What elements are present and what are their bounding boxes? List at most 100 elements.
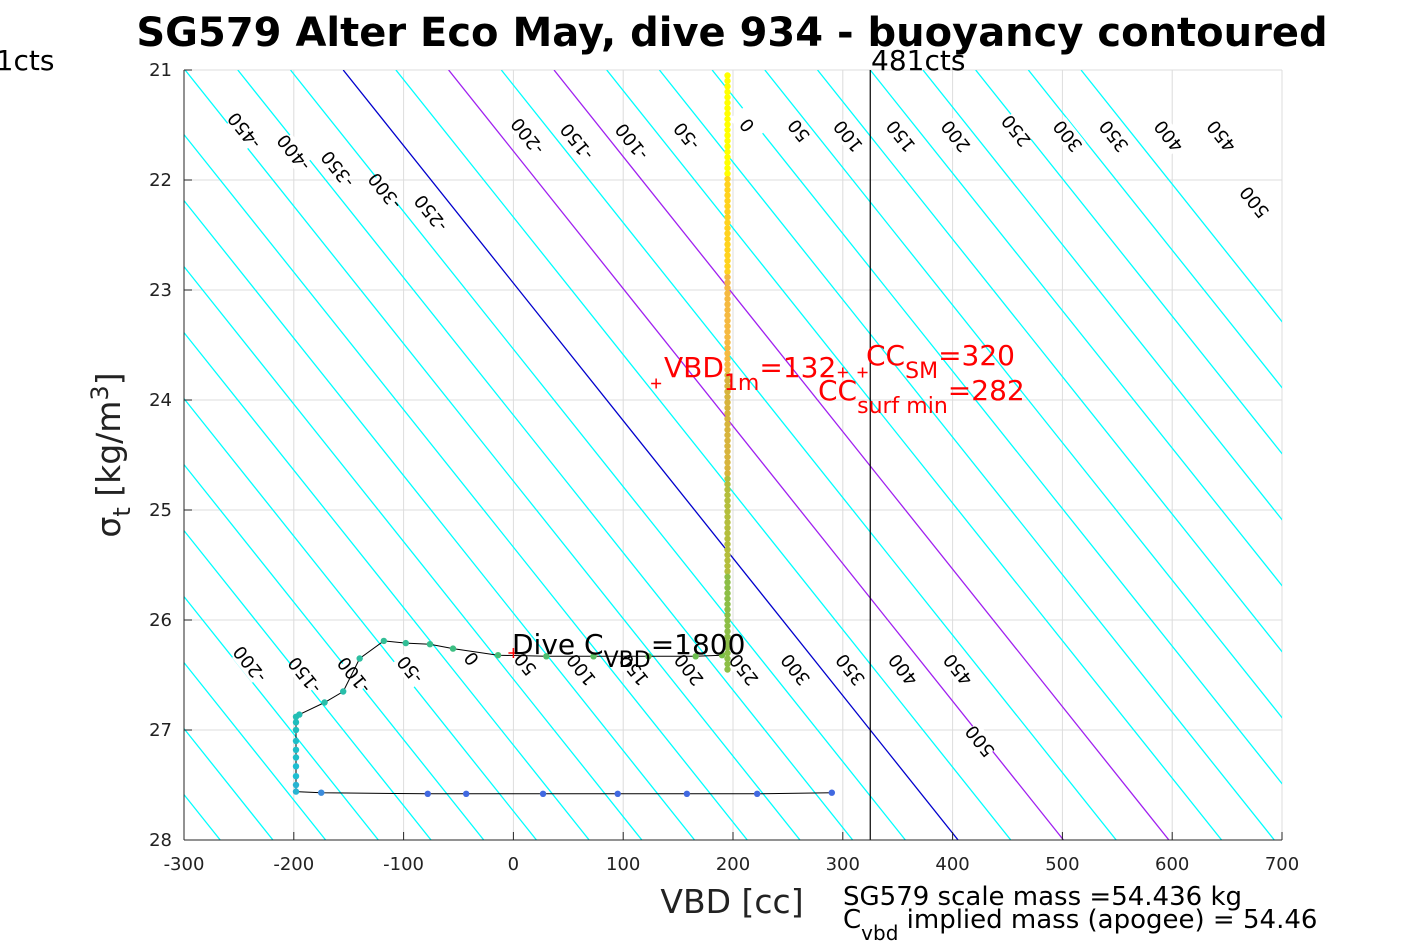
climb-point xyxy=(449,645,457,652)
descent-point xyxy=(724,666,731,673)
descent-point xyxy=(724,530,731,537)
descent-point xyxy=(724,312,731,319)
descent-point xyxy=(724,219,731,226)
descent-point xyxy=(724,115,731,123)
climb-point xyxy=(292,746,300,753)
climb-point xyxy=(402,639,409,647)
x-tick-label: 700 xyxy=(1265,854,1299,875)
contour-label-bg xyxy=(286,656,323,694)
descent-point xyxy=(724,453,731,461)
contour-label: 300 xyxy=(777,649,815,689)
climb-point xyxy=(296,711,303,718)
descent-point xyxy=(724,175,731,183)
climb-path xyxy=(295,640,832,795)
climb-point xyxy=(340,688,347,695)
axes: -300 -200 -100 0 100 200 300 400 500 600 700 21 22 23… xyxy=(149,60,1299,875)
contour-label-bg xyxy=(367,172,403,210)
climb-point xyxy=(462,790,470,797)
contour-label: -150 xyxy=(284,652,326,697)
descent-point xyxy=(724,421,731,428)
climb-point xyxy=(356,655,363,662)
climb-point xyxy=(292,781,300,789)
climb-point xyxy=(292,737,300,745)
dive-track xyxy=(292,72,868,797)
descent-point xyxy=(724,655,731,662)
contour-label-bg xyxy=(509,117,546,155)
contour-label-bg xyxy=(726,650,762,689)
x-axis-label: VBD [cc] xyxy=(660,882,803,921)
contour-line xyxy=(500,70,1117,840)
climb-point xyxy=(380,637,388,645)
contour-label-bg xyxy=(616,650,652,689)
descent-point xyxy=(724,404,731,412)
descent-point xyxy=(724,137,731,145)
descent-point xyxy=(724,306,731,314)
contour-line xyxy=(869,70,1282,587)
descent-point xyxy=(724,273,731,281)
descent-point xyxy=(724,268,731,275)
y-tick-label: 24 xyxy=(149,390,172,411)
descent-point xyxy=(724,181,731,188)
contour-label-bg xyxy=(614,122,650,161)
descent-point xyxy=(724,617,731,624)
descent-point xyxy=(724,72,731,79)
y-tick-label: 21 xyxy=(149,60,172,81)
climb-point xyxy=(645,653,652,660)
descent-point xyxy=(724,535,731,542)
contour-label: 100 xyxy=(830,116,868,156)
contour-label: 450 xyxy=(1203,116,1241,156)
descent-point xyxy=(724,437,731,444)
contour-label-bg xyxy=(226,111,263,150)
y-tick-label: 27 xyxy=(149,720,172,741)
contour-line xyxy=(184,70,801,840)
descent-point xyxy=(724,486,731,493)
descent-point xyxy=(724,94,731,101)
climb-point xyxy=(292,719,300,726)
contour-line xyxy=(184,331,590,840)
descent-point xyxy=(724,497,731,504)
climb-point xyxy=(543,653,550,660)
annotations: VBD1m=132 CCSM=320 CCsurf min=282 Dive C… xyxy=(512,339,1317,945)
descent-point xyxy=(724,524,731,532)
descent-point xyxy=(724,263,731,270)
contour-label-bg xyxy=(563,650,600,689)
climb-point xyxy=(292,726,300,734)
climb-point xyxy=(318,789,325,796)
contour-line xyxy=(184,463,485,840)
descent-point xyxy=(724,328,731,335)
descent-point xyxy=(724,431,731,439)
contour-line xyxy=(764,70,1282,719)
descent-point xyxy=(724,491,731,499)
descent-point xyxy=(724,377,731,384)
contour-label-bg xyxy=(336,656,372,694)
climb-point xyxy=(539,790,547,797)
climb-point xyxy=(590,653,597,660)
contour-label-bg xyxy=(938,117,974,155)
y-tick-label: 25 xyxy=(149,500,172,521)
contour-label: 350 xyxy=(1095,116,1133,156)
contour-line xyxy=(448,70,1065,840)
descent-point xyxy=(724,121,731,128)
climb-point xyxy=(292,754,300,761)
descent-point xyxy=(724,77,731,85)
contour-line xyxy=(342,70,959,840)
descent-point xyxy=(724,410,731,417)
contour-label-bg xyxy=(962,722,998,760)
chart-title: SG579 Alter Eco May, dive 934 - buoyancy… xyxy=(136,10,1327,56)
descent-point xyxy=(724,203,731,210)
contour-label-bg xyxy=(319,150,356,188)
contour-label-bg xyxy=(413,194,449,232)
descent-point xyxy=(724,208,731,215)
climb-point xyxy=(292,763,300,770)
cc-surf-min-annotation: CCsurf min=282 xyxy=(818,374,1025,419)
descent-point xyxy=(724,83,731,90)
contour-label-bg xyxy=(830,117,867,155)
descent-point xyxy=(724,279,731,286)
descent-point xyxy=(724,540,731,548)
contour-line xyxy=(975,70,1282,455)
descent-point xyxy=(724,317,731,324)
descent-point xyxy=(724,246,731,254)
descent-point xyxy=(724,611,731,619)
cc-sm-annotation: CCSM=320 xyxy=(866,339,1015,384)
descent-point xyxy=(724,230,731,237)
